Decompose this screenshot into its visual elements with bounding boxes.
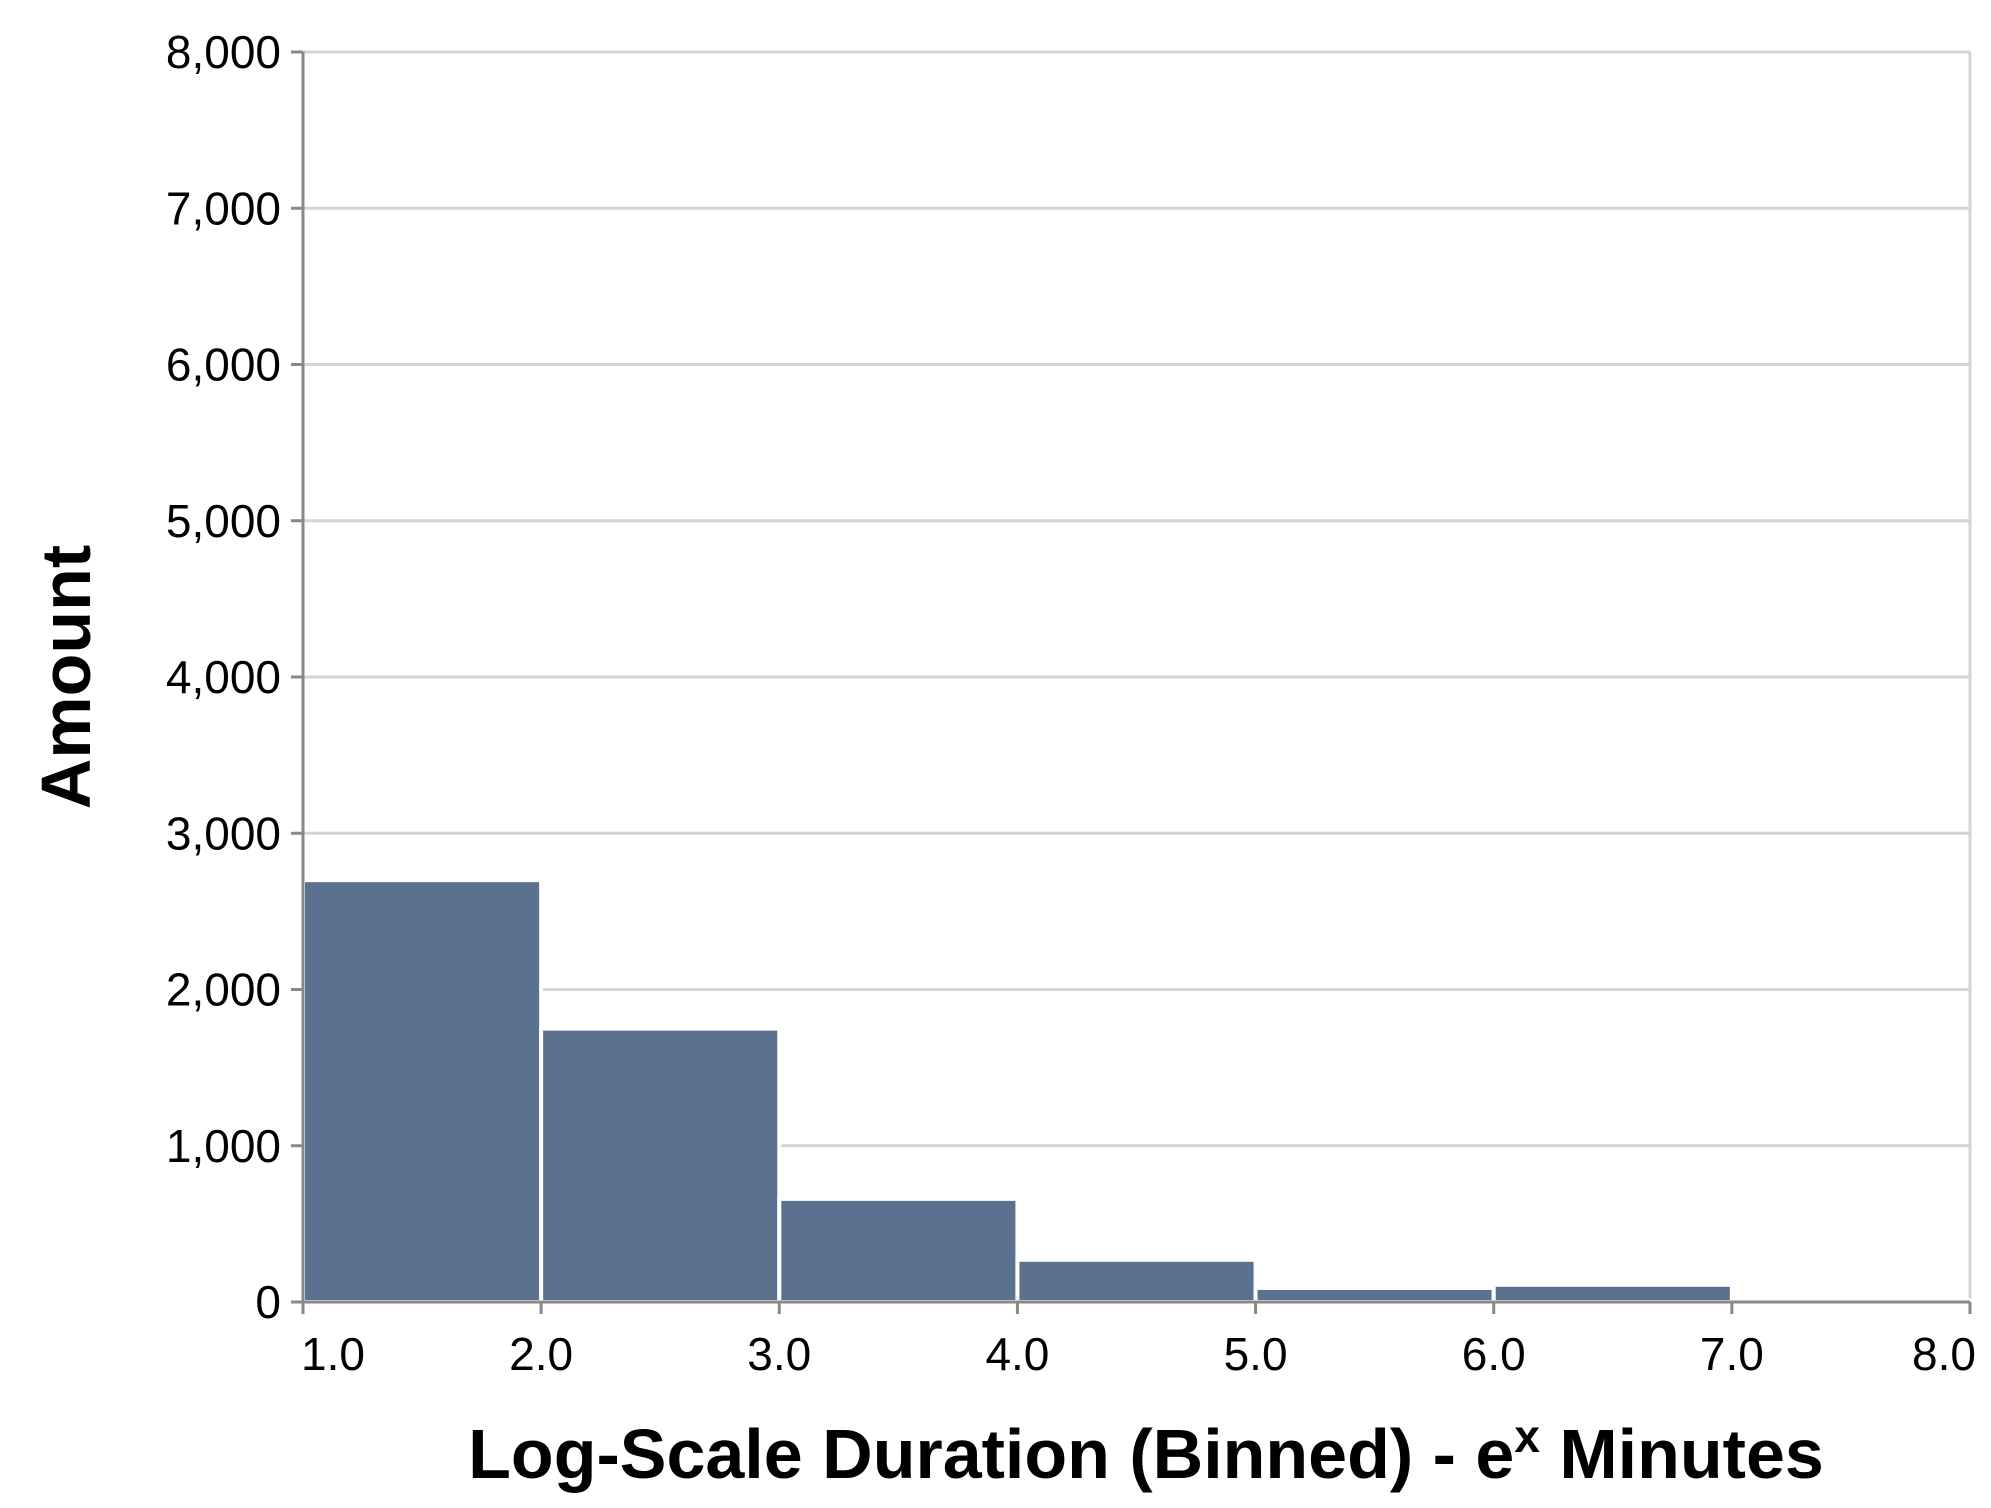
- histogram-bar: [1015, 1257, 1258, 1304]
- axes: 0 1,000 2,000 3,000 4,000 5,000 6,000 7,000 8,00…: [166, 26, 1976, 1380]
- x-tick-label: 7.0: [1700, 1328, 1764, 1380]
- x-tick-label: 6.0: [1462, 1328, 1526, 1380]
- x-axis-title-main: Log-Scale Duration (Binned) - e: [468, 1415, 1514, 1493]
- y-tick-label: 8,000: [166, 26, 281, 78]
- x-tick-label: 4.0: [985, 1328, 1049, 1380]
- y-tick-label: 0: [255, 1276, 281, 1328]
- x-tick-label: 2.0: [509, 1328, 573, 1380]
- y-tick-label: 4,000: [166, 651, 281, 703]
- y-tick-label: 7,000: [166, 182, 281, 234]
- x-tick-label: 8.0: [1912, 1328, 1976, 1380]
- x-tick-label: 1.0: [301, 1328, 365, 1380]
- x-axis-title-suffix: Minutes: [1540, 1415, 1824, 1493]
- histogram-bar: [1253, 1285, 1496, 1304]
- histogram-bar: [539, 1026, 782, 1304]
- y-tick-label: 6,000: [166, 339, 281, 391]
- y-axis-title: Amount: [27, 545, 105, 809]
- x-tick-label: 5.0: [1224, 1328, 1288, 1380]
- y-tick-label: 2,000: [166, 964, 281, 1016]
- histogram-bar: [301, 878, 544, 1304]
- y-tick-label: 5,000: [166, 495, 281, 547]
- x-tick-label: 3.0: [747, 1328, 811, 1380]
- x-axis-title: Log-Scale Duration (Binned) - ex Minutes: [468, 1410, 1824, 1493]
- histogram-bar: [777, 1196, 1020, 1304]
- axis-labels: Log-Scale Duration (Binned) - ex Minutes…: [27, 545, 1824, 1493]
- x-axis-title-superscript: x: [1514, 1410, 1540, 1462]
- y-tick-label: 1,000: [166, 1120, 281, 1172]
- y-tick-label: 3,000: [166, 807, 281, 859]
- histogram-bar: [1491, 1282, 1734, 1304]
- bars: [301, 878, 1973, 1304]
